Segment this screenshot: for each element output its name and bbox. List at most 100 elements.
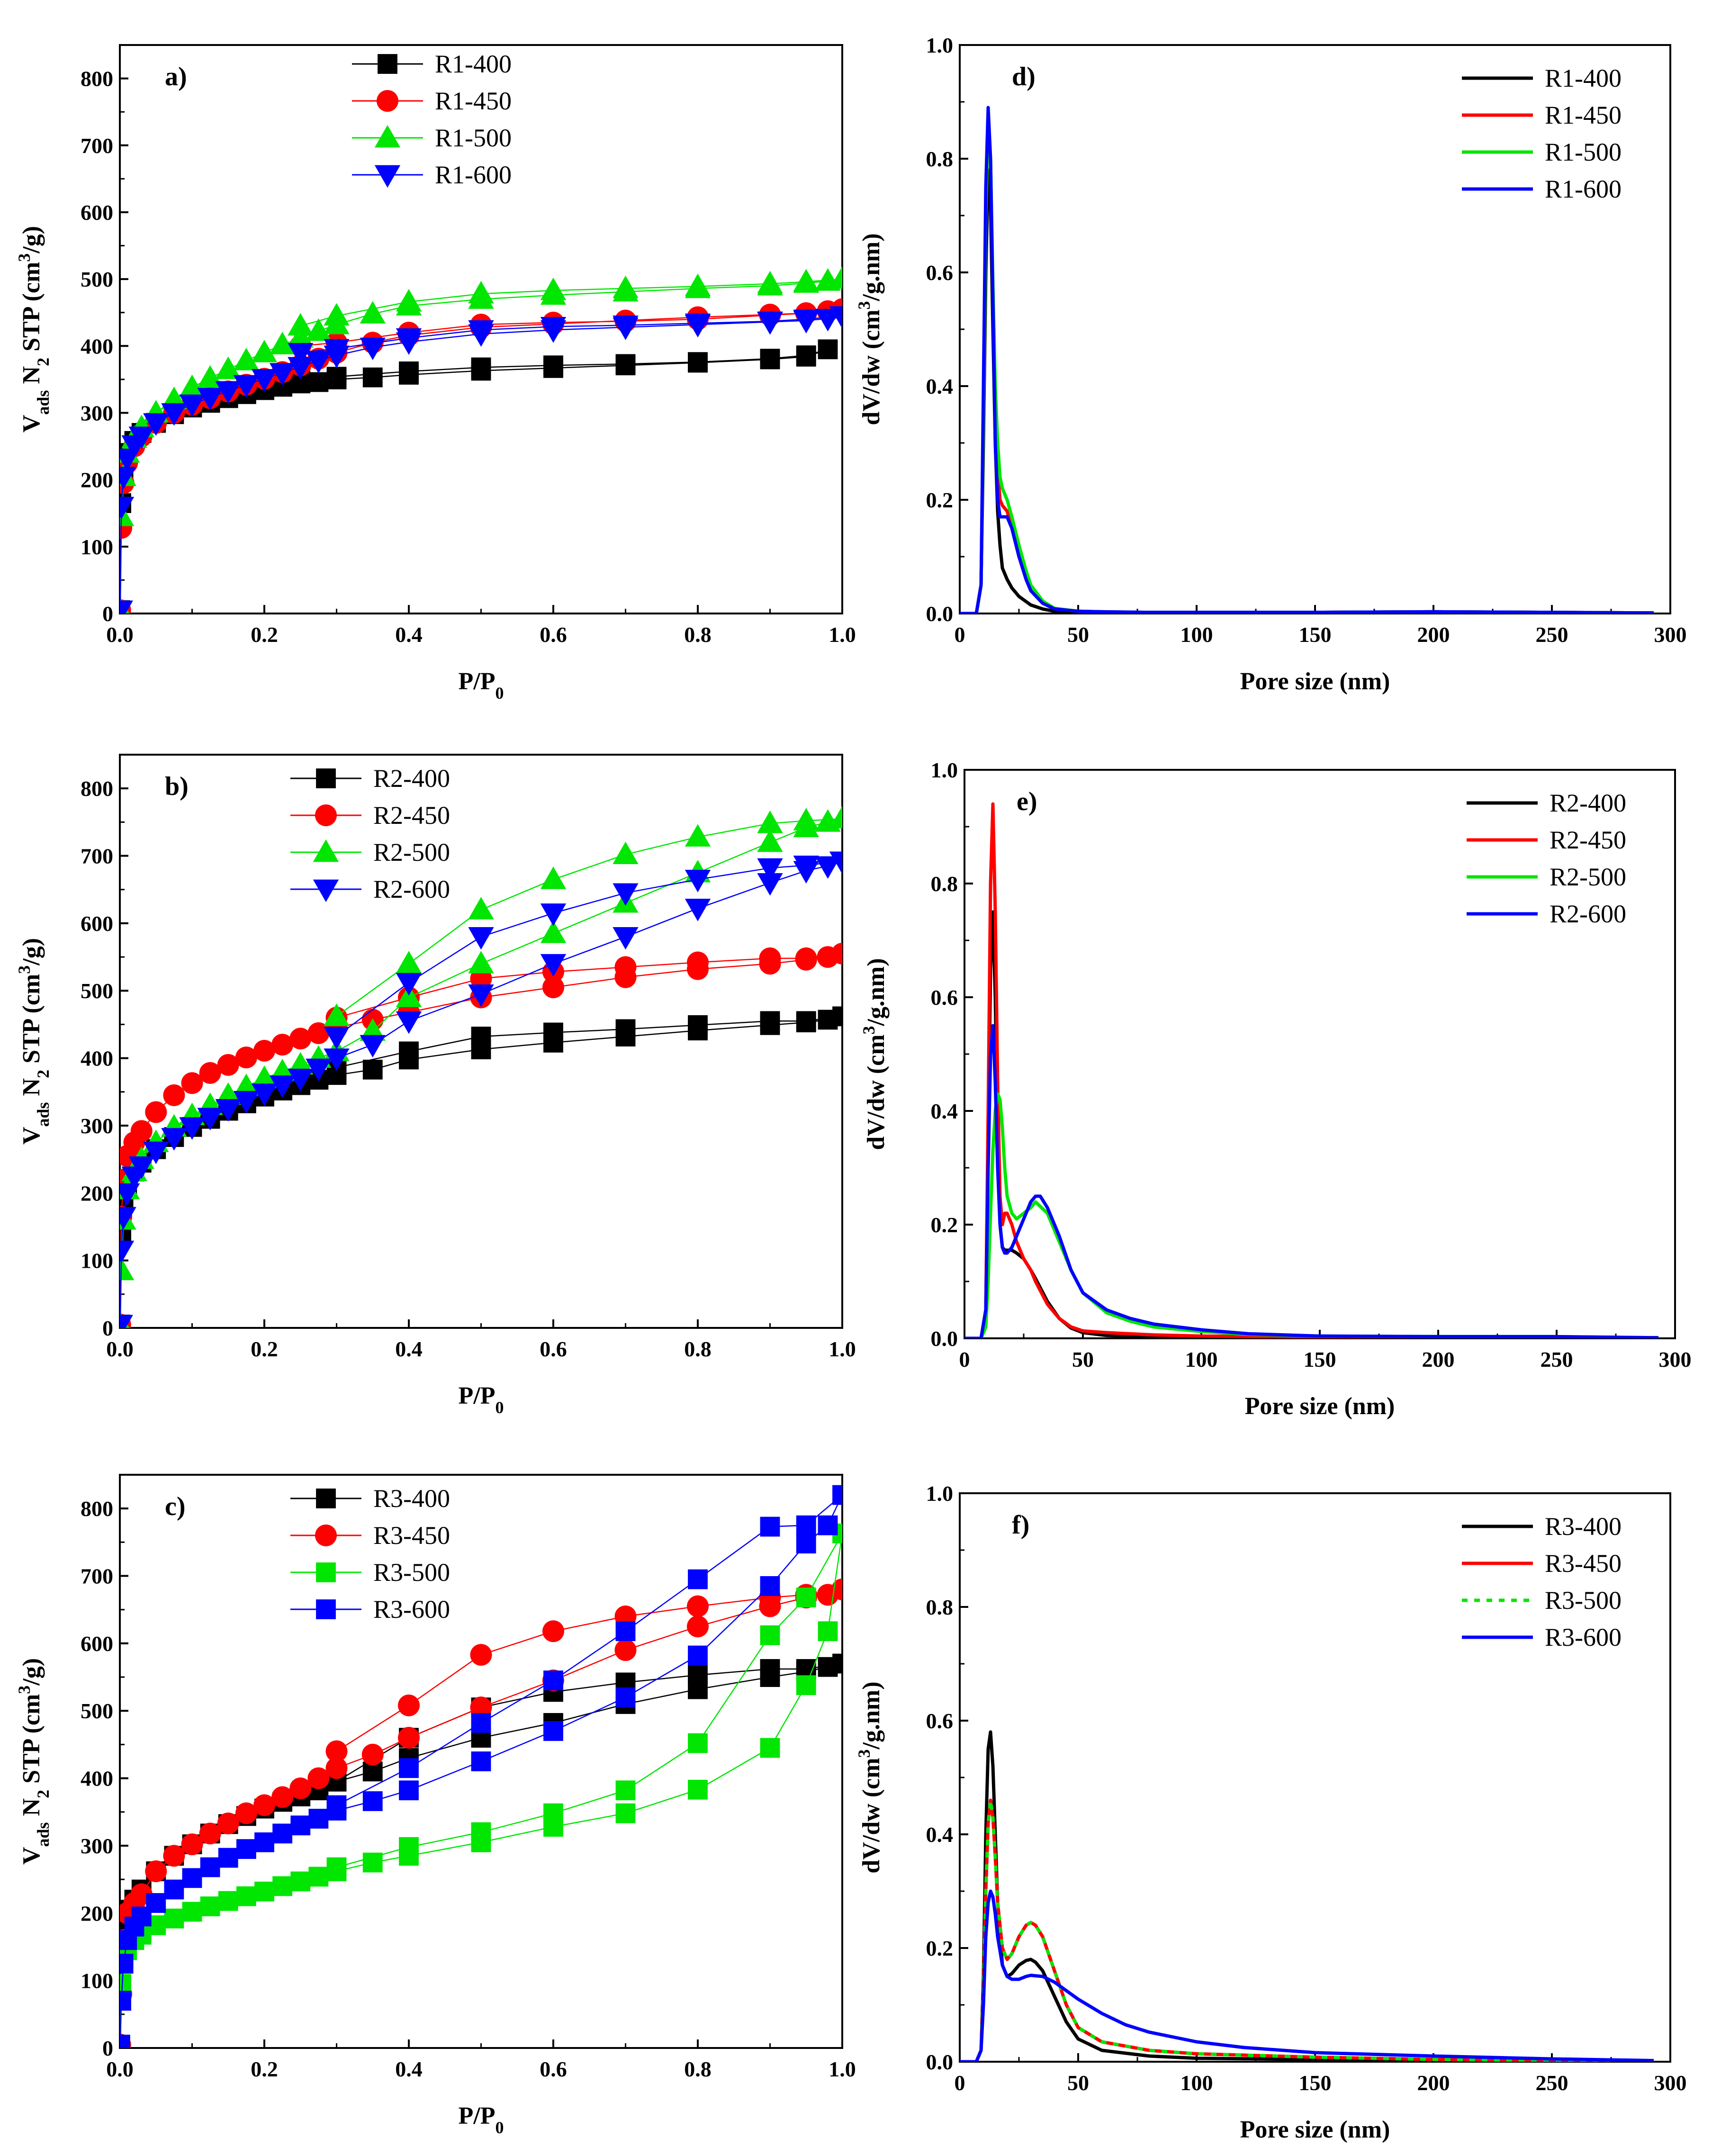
data-point xyxy=(120,1207,136,1230)
data-point xyxy=(831,942,842,965)
data-point xyxy=(179,394,205,417)
y-tick-label: 300 xyxy=(81,1114,113,1138)
data-point xyxy=(796,345,816,365)
y-tick-label: 500 xyxy=(81,979,113,1003)
plot-area xyxy=(964,802,1659,1338)
series-R2-450 xyxy=(964,802,1659,1338)
series-line xyxy=(120,953,842,1325)
y-tick-label: 400 xyxy=(81,334,113,358)
y-tick-label: 0.0 xyxy=(926,602,954,626)
series-R3-600 xyxy=(120,1485,842,2048)
x-tick-label: 100 xyxy=(1185,1347,1218,1371)
y-tick-label: 700 xyxy=(81,844,113,868)
y-tick-label: 0.6 xyxy=(926,261,954,285)
data-point xyxy=(120,2034,130,2048)
data-point xyxy=(818,339,838,360)
series-R3-400 xyxy=(960,1730,1654,2062)
series-R3-600 xyxy=(960,1889,1654,2062)
data-point xyxy=(757,271,783,294)
data-point xyxy=(468,320,494,343)
x-tick-label: 0.2 xyxy=(251,1337,278,1361)
series-R3-500 xyxy=(120,1523,842,2048)
data-point xyxy=(215,1099,241,1122)
series-R1-400 xyxy=(960,168,1654,613)
data-point xyxy=(308,1867,329,1887)
series-line xyxy=(964,1024,1659,1338)
data-point xyxy=(615,1780,636,1801)
chart-panel-c: 0.0 0.2 0.4 0.6 0.8 1.0 0 100 200 300 400 500 600 700… xyxy=(15,1474,856,2137)
data-point xyxy=(540,920,567,943)
data-point xyxy=(543,355,563,376)
panel-label: b) xyxy=(165,772,189,801)
y-tick-label: 500 xyxy=(81,1699,113,1723)
data-point xyxy=(396,984,422,1007)
y-tick-label: 400 xyxy=(81,1767,113,1791)
data-point xyxy=(164,1908,184,1929)
x-axis-title: P/P0 xyxy=(459,2102,504,2137)
y-tick-label: 0.2 xyxy=(926,488,954,512)
x-tick-label: 0.8 xyxy=(684,1337,712,1361)
y-tick-label: 300 xyxy=(81,401,113,425)
data-point xyxy=(543,1803,563,1823)
x-tick-label: 0.8 xyxy=(684,2057,712,2081)
legend-marker xyxy=(377,90,398,112)
y-tick-label: 800 xyxy=(81,776,113,801)
series-line xyxy=(960,106,1654,613)
data-point xyxy=(179,1117,205,1140)
y-tick-label: 0 xyxy=(102,1316,113,1340)
y-tick-label: 700 xyxy=(81,1564,113,1588)
plot-area xyxy=(120,1485,842,2048)
data-point xyxy=(396,1011,422,1034)
legend-label: R2-400 xyxy=(1550,789,1626,817)
data-point xyxy=(272,1823,293,1844)
data-point xyxy=(614,956,637,978)
legend-marker xyxy=(316,768,336,788)
data-point xyxy=(271,1786,294,1808)
data-point xyxy=(757,873,783,896)
y-tick-label: 0.4 xyxy=(926,374,954,398)
data-point xyxy=(829,266,842,289)
y-tick-label: 300 xyxy=(81,1834,113,1858)
legend-label: R2-500 xyxy=(373,838,450,866)
legend-label: R1-450 xyxy=(435,87,512,115)
y-tick-label: 100 xyxy=(81,1249,113,1273)
data-point xyxy=(217,1812,239,1834)
data-point xyxy=(829,806,842,829)
data-point xyxy=(120,1257,135,1281)
y-tick-label: 200 xyxy=(81,468,113,492)
legend: R1-400 R1-450 R1-500 R1-600 xyxy=(1462,64,1622,203)
data-point xyxy=(306,351,332,374)
y-axis-title: Vads N2 STP (cm3/g) xyxy=(15,226,53,433)
data-point xyxy=(130,1120,153,1142)
x-tick-label: 0.6 xyxy=(540,622,567,647)
data-point xyxy=(324,339,350,362)
data-point xyxy=(197,1108,223,1131)
data-point xyxy=(251,1083,278,1106)
data-point xyxy=(396,289,422,312)
data-point xyxy=(793,856,819,878)
x-tick-label: 150 xyxy=(1299,2071,1332,2095)
series-line xyxy=(960,168,1654,613)
y-tick-label: 0.8 xyxy=(926,1595,954,1619)
data-point xyxy=(685,313,711,336)
panel-label: c) xyxy=(165,1492,186,1521)
series-line xyxy=(960,1730,1654,2062)
data-point xyxy=(308,1809,329,1829)
plot-frame xyxy=(959,1492,1671,2063)
legend-label: R1-450 xyxy=(1545,101,1622,129)
data-point xyxy=(146,1893,166,1913)
data-point xyxy=(796,1675,816,1696)
legend-label: R2-500 xyxy=(1550,863,1626,891)
data-point xyxy=(218,1891,238,1911)
data-point xyxy=(288,1068,314,1092)
x-tick-label: 1.0 xyxy=(829,1337,856,1361)
data-point xyxy=(543,1721,563,1741)
data-point xyxy=(288,343,314,366)
data-point xyxy=(143,413,169,436)
data-point xyxy=(398,1694,420,1716)
data-point xyxy=(288,313,314,336)
x-tick-label: 100 xyxy=(1180,2071,1213,2095)
data-point xyxy=(290,1815,311,1836)
data-point xyxy=(687,951,709,974)
x-tick-label: 300 xyxy=(1654,2071,1687,2095)
